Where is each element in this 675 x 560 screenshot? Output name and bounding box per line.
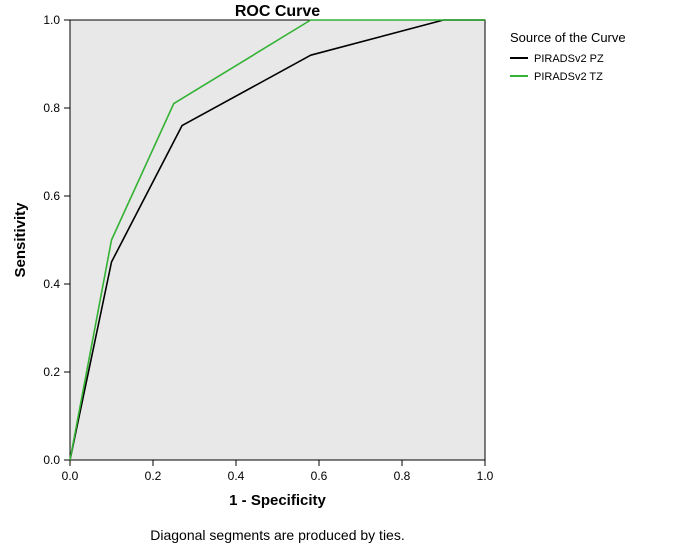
- x-tick-label: 0.2: [145, 469, 162, 483]
- x-tick-label: 0.6: [311, 469, 328, 483]
- chart-caption: Diagonal segments are produced by ties.: [150, 527, 404, 543]
- y-tick-label: 0.4: [43, 277, 60, 291]
- legend-title: Source of the Curve: [510, 30, 626, 45]
- x-tick-label: 0.0: [62, 469, 79, 483]
- x-tick-label: 0.8: [394, 469, 411, 483]
- chart-title: ROC Curve: [235, 3, 320, 20]
- y-tick-label: 0.6: [43, 189, 60, 203]
- x-tick-label: 0.4: [228, 469, 245, 483]
- x-tick-label: 1.0: [477, 469, 494, 483]
- y-tick-label: 0.8: [43, 101, 60, 115]
- plot-area: [70, 20, 485, 460]
- x-axis-label: 1 - Specificity: [229, 492, 326, 509]
- roc-chart-svg: 0.0 0.2 0.4 0.6 0.8 1.0 0.0 0.2 0.4 0.6 0.8 1.0 ROC …: [0, 0, 675, 560]
- y-tick-label: 0.0: [43, 453, 60, 467]
- y-tick-label: 1.0: [43, 13, 60, 27]
- roc-figure: 0.0 0.2 0.4 0.6 0.8 1.0 0.0 0.2 0.4 0.6 0.8 1.0 ROC …: [0, 0, 675, 560]
- y-tick-label: 0.2: [43, 365, 60, 379]
- legend-item-label: PIRADSv2 PZ: [534, 53, 604, 65]
- y-axis-label: Sensitivity: [12, 202, 29, 278]
- legend-item-label: PIRADSv2 TZ: [534, 71, 603, 83]
